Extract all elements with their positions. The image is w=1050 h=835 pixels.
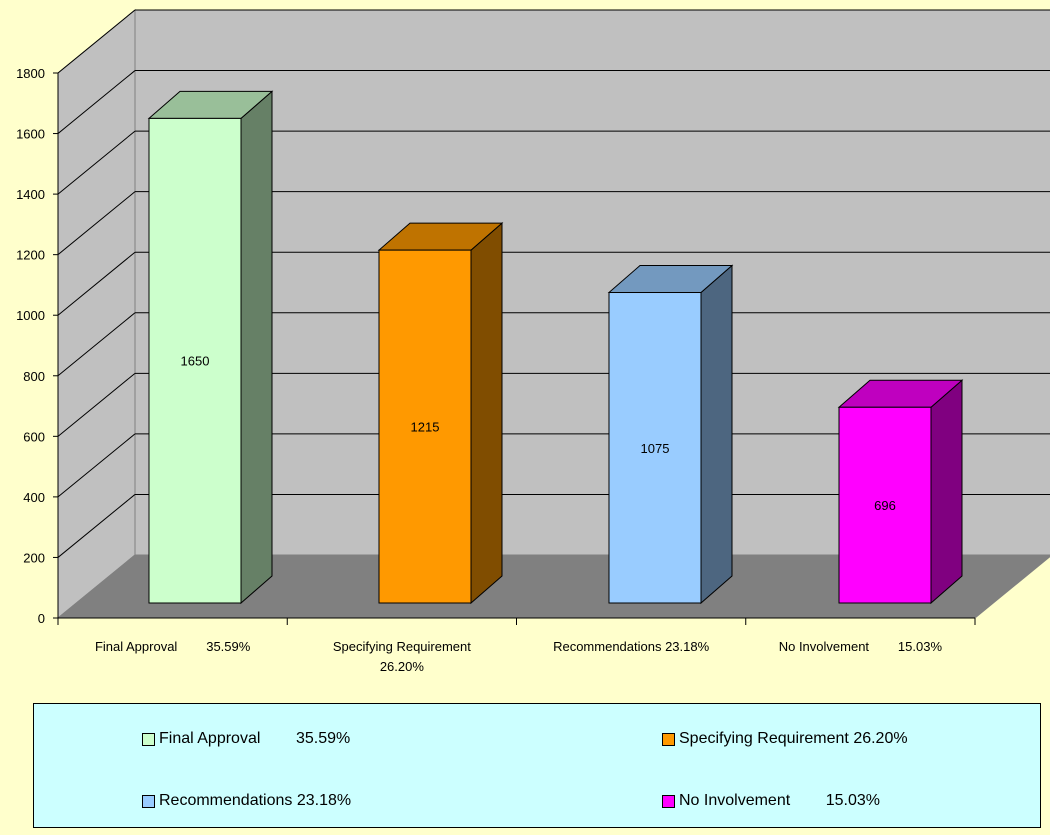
bars — [147, 90, 964, 605]
gridline-side-3 — [57, 372, 136, 437]
bar-1 — [377, 222, 504, 605]
legend-swatch-recommendations — [142, 794, 155, 808]
legend: Final Approval 35.59% Specifying Require… — [33, 703, 1041, 828]
data-label-3: 696 — [874, 498, 896, 513]
bar-3 — [837, 379, 964, 605]
y-tick-label-9: 1800 — [16, 66, 45, 81]
labels: 0 200 400 600 800 1000 1200 1400 1600 1800 Final A… — [16, 66, 942, 674]
bar-front-3 — [838, 406, 932, 604]
bar-2 — [607, 264, 734, 605]
bar-side-3 — [930, 379, 963, 605]
legend-item-specifying-requirement: Specifying Requirement 26.20% — [662, 730, 908, 748]
legend-swatch-no-involvement — [662, 794, 675, 808]
y-tick-label-2: 400 — [23, 490, 45, 505]
x-category-label-0: Final Approval 35.59% — [95, 639, 251, 654]
bar-side-1 — [470, 222, 503, 605]
bar-side-0 — [240, 90, 273, 605]
x-category-label-1-line1: 26.20% — [380, 659, 425, 674]
legend-item-final-approval: Final Approval 35.59% — [142, 730, 350, 748]
y-tick-label-6: 1200 — [16, 248, 45, 263]
y-tick-label-0: 0 — [38, 611, 45, 626]
bar-front-1 — [378, 249, 472, 604]
gridline-side-6 — [57, 191, 136, 256]
y-tick-label-8: 1600 — [16, 127, 45, 142]
gridline-side-2 — [57, 433, 136, 498]
chart-svg: 0 200 400 600 800 1000 1200 1400 1600 1800 Final A… — [16, 8, 1050, 674]
gridline-side-4 — [57, 312, 136, 377]
legend-label-specifying-requirement: Specifying Requirement 26.20% — [679, 730, 908, 747]
legend-swatch-final-approval — [142, 732, 155, 746]
gridline-side-9 — [57, 9, 136, 74]
bar-0 — [147, 90, 274, 605]
legend-item-recommendations: Recommendations 23.18% — [142, 792, 351, 810]
y-tick-label-4: 800 — [23, 369, 45, 384]
legend-label-recommendations: Recommendations 23.18% — [159, 792, 352, 809]
y-tick-label-1: 200 — [23, 550, 45, 565]
x-category-label-2: Recommendations 23.18% — [553, 639, 710, 654]
bar-side-2 — [700, 264, 733, 605]
chart-walls — [56, 8, 1050, 620]
bar-front-2 — [608, 292, 702, 604]
data-label-2: 1075 — [641, 441, 670, 456]
data-label-0: 1650 — [181, 354, 210, 369]
legend-item-no-involvement: No Involvement 15.03% — [662, 792, 880, 810]
bar-front-0 — [148, 117, 242, 604]
y-tick-label-7: 1400 — [16, 187, 45, 202]
gridline-side-5 — [57, 251, 136, 316]
axes — [53, 72, 976, 625]
data-label-1: 1215 — [411, 420, 440, 435]
y-tick-label-3: 600 — [23, 429, 45, 444]
legend-label-no-involvement: No Involvement 15.03% — [679, 792, 880, 809]
y-tick-label-5: 1000 — [16, 308, 45, 323]
legend-label-final-approval: Final Approval 35.59% — [159, 730, 351, 747]
gridline-side-7 — [57, 130, 136, 195]
gridline-side-1 — [57, 494, 136, 558]
legend-swatch-specifying-requirement — [662, 732, 675, 746]
x-category-label-1: Specifying Requirement — [333, 639, 471, 654]
gridline-side-8 — [57, 70, 136, 134]
x-category-label-3: No Involvement 15.03% — [779, 639, 943, 654]
side-wall — [57, 8, 136, 620]
